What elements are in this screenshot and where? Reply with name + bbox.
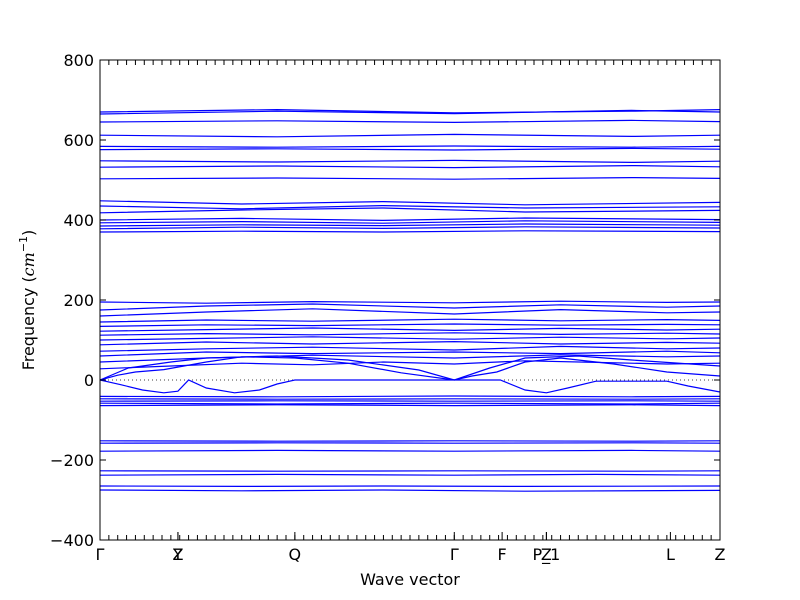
y-axis-title-prefix: Frequency ( <box>19 276 38 370</box>
band-line-39 <box>99 159 721 164</box>
band-line-28 <box>99 300 721 304</box>
x-axis-title: Wave vector <box>360 570 460 589</box>
band-line-3 <box>99 473 721 476</box>
y-tick-label: 800 <box>63 51 94 70</box>
band-line-33 <box>99 217 721 222</box>
band-line-34 <box>99 207 721 214</box>
y-axis-title-suffix: ) <box>19 230 38 236</box>
x-point-label: L <box>666 545 675 564</box>
band-line-21 <box>99 336 721 341</box>
band-line-23 <box>99 327 721 332</box>
band-line-32 <box>99 220 721 224</box>
band-line-9 <box>99 402 721 405</box>
band-line-37 <box>99 176 721 180</box>
band-line-26 <box>99 308 721 317</box>
x-point-label: Γ <box>96 545 105 564</box>
band-line-40 <box>99 147 721 151</box>
y-axis-title-unit-exponent: −1 <box>17 236 30 252</box>
band-line-19 <box>99 345 721 352</box>
band-lines-layer <box>99 108 721 492</box>
band-line-29 <box>99 230 721 233</box>
tick-marks-layer <box>99 59 721 541</box>
band-line-35 <box>99 204 721 210</box>
band-line-14 <box>99 356 721 381</box>
band-line-17 <box>99 354 721 363</box>
x-point-label: Z <box>172 545 183 564</box>
band-line-27 <box>99 303 721 311</box>
band-line-25 <box>99 318 721 323</box>
band-line-24 <box>99 323 721 327</box>
band-line-45 <box>99 108 721 114</box>
band-line-22 <box>99 332 721 336</box>
band-line-15 <box>99 355 721 381</box>
x-point-label: Z <box>715 545 726 564</box>
band-line-30 <box>99 226 721 230</box>
band-line-1 <box>99 489 721 492</box>
y-axis-title-unit: cm <box>19 252 38 276</box>
y-axis-title: Frequency (cm−1) <box>17 230 38 371</box>
band-line-36 <box>99 200 721 206</box>
x-point-label: Y <box>172 545 183 564</box>
band-line-42 <box>99 133 721 138</box>
x-point-label: P_1 <box>532 545 560 565</box>
y-tick-label: 200 <box>63 291 94 310</box>
x-point-label: Z <box>541 545 552 564</box>
plot-frame <box>99 59 721 541</box>
x-point-label: Q <box>289 545 302 564</box>
y-tick-label: 400 <box>63 211 94 230</box>
band-line-41 <box>99 145 721 148</box>
band-line-31 <box>99 223 721 227</box>
y-tick-label: −200 <box>50 451 94 470</box>
y-tick-label: 600 <box>63 131 94 150</box>
band-line-12 <box>99 395 721 398</box>
band-line-16 <box>99 360 721 370</box>
band-line-43 <box>99 119 721 124</box>
band-line-38 <box>99 164 721 169</box>
x-point-label: F <box>498 545 507 564</box>
band-line-20 <box>99 340 721 346</box>
band-line-8 <box>99 404 721 407</box>
x-point-label: Γ <box>450 545 459 564</box>
y-tick-label: 0 <box>84 371 94 390</box>
band-line-18 <box>99 350 721 357</box>
band-line-5 <box>99 449 721 452</box>
band-line-13 <box>99 379 721 394</box>
y-tick-label: −400 <box>50 531 94 550</box>
